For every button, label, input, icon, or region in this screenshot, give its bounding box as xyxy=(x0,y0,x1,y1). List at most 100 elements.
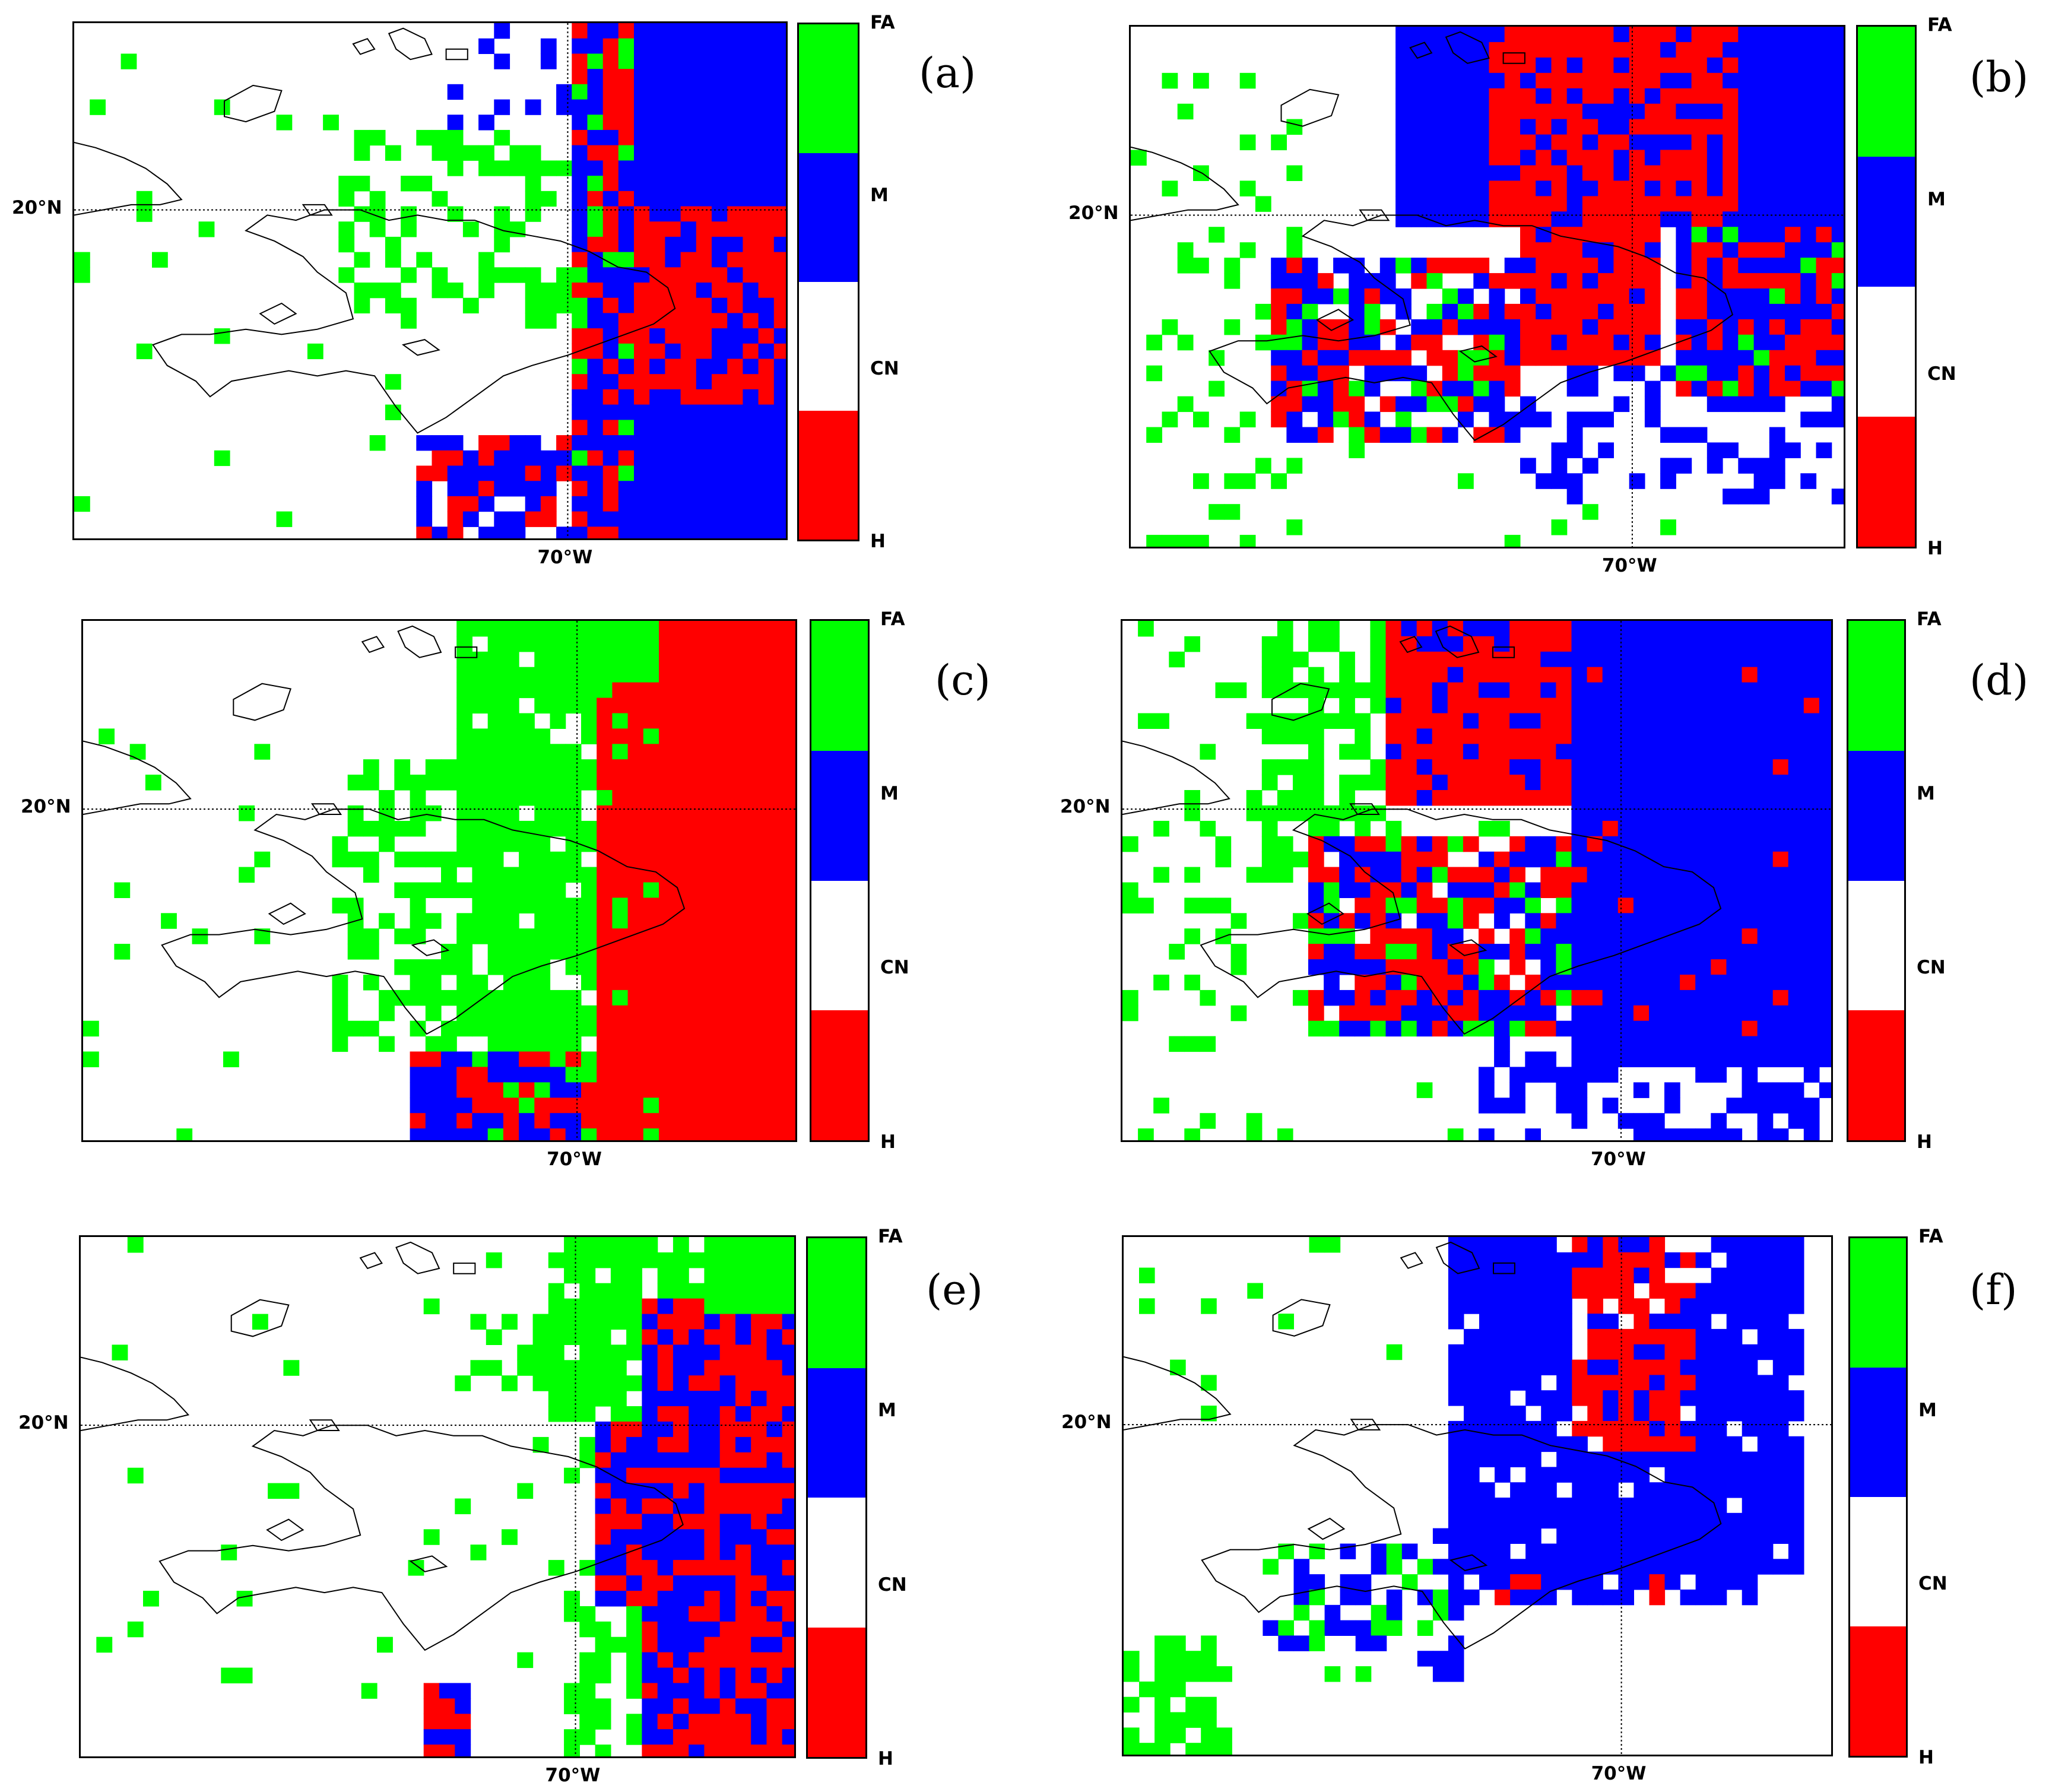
grid-cell-M xyxy=(727,267,743,283)
grid-cell-FA xyxy=(1401,975,1417,991)
grid-cell-M xyxy=(1324,944,1340,960)
grid-cell-M xyxy=(447,481,464,497)
grid-cell-M xyxy=(1479,1067,1495,1083)
grid-cell-M xyxy=(1738,27,1755,43)
grid-cell-FA xyxy=(534,1036,551,1052)
grid-cell-H xyxy=(1598,72,1614,89)
grid-cell-H xyxy=(597,1051,613,1067)
grid-cell-M xyxy=(773,496,786,512)
grid-cell-M xyxy=(1649,975,1665,991)
grid-cell-M xyxy=(766,1467,783,1484)
grid-cell-M xyxy=(1664,989,1680,1006)
grid-cell-H xyxy=(627,805,644,822)
grid-cell-FA xyxy=(1177,258,1194,274)
grid-cell-H xyxy=(743,374,759,390)
grid-cell-FA xyxy=(525,145,541,161)
grid-cell-M xyxy=(1660,473,1676,489)
grid-cell-M xyxy=(1556,1252,1572,1268)
grid-cell-M xyxy=(751,1529,767,1545)
grid-cell-FA xyxy=(1349,427,1365,443)
grid-cell-FA xyxy=(581,697,597,714)
grid-cell-M xyxy=(1742,790,1758,806)
grid-cell-M xyxy=(1364,365,1381,382)
grid-cell-M xyxy=(1302,273,1318,289)
grid-cell-FA xyxy=(627,636,644,652)
grid-cell-M xyxy=(1772,1528,1789,1544)
grid-cell-H xyxy=(1587,1344,1603,1360)
grid-cell-M xyxy=(1385,744,1402,760)
grid-cell-M xyxy=(1649,1051,1665,1067)
grid-cell-H xyxy=(1571,867,1588,883)
grid-cell-FA xyxy=(1216,1666,1232,1682)
grid-cell-H xyxy=(1504,57,1521,74)
grid-cell-M xyxy=(680,115,697,131)
island-coastline xyxy=(1448,939,1487,956)
grid-cell-M xyxy=(1613,150,1630,166)
grid-cell-M xyxy=(1556,1067,1572,1083)
grid-cell-H xyxy=(674,759,691,775)
grid-cell-M xyxy=(1349,273,1365,289)
grid-cell-FA xyxy=(441,775,457,791)
grid-cell-FA xyxy=(595,1667,611,1683)
grid-cell-M xyxy=(1551,458,1568,474)
grid-cell-H xyxy=(1416,897,1433,914)
latitude-tick-label: 20°N xyxy=(18,1412,69,1434)
grid-cell-H xyxy=(721,820,737,837)
grid-cell-M xyxy=(743,389,759,405)
island-coastline xyxy=(233,683,292,721)
grid-cell-FA xyxy=(579,1344,596,1360)
grid-cell-M xyxy=(587,374,604,390)
grid-cell-M xyxy=(649,389,665,405)
grid-cell-M xyxy=(1742,1482,1758,1498)
grid-cell-M xyxy=(704,1698,721,1714)
grid-cell-M xyxy=(1711,1589,1727,1606)
grid-cell-FA xyxy=(83,1020,99,1037)
grid-cell-FA xyxy=(565,621,582,637)
grid-cell-FA xyxy=(1201,1712,1217,1728)
grid-cell-M xyxy=(1819,621,1831,637)
hispaniola-coastline xyxy=(1200,808,1722,1035)
grid-cell-H xyxy=(643,744,659,760)
grid-cell-FA xyxy=(1286,242,1303,258)
grid-cell-M xyxy=(1738,196,1755,212)
grid-cell-H xyxy=(1723,57,1739,74)
grid-cell-H xyxy=(1385,728,1402,744)
grid-cell-H xyxy=(1691,303,1708,320)
grid-cell-H xyxy=(705,713,722,729)
island-coastline xyxy=(352,37,376,55)
grid-cell-M xyxy=(1691,103,1708,120)
grid-cell-M xyxy=(1426,196,1443,212)
grid-cell-M xyxy=(534,1128,551,1140)
grid-cell-H xyxy=(719,1698,736,1714)
grid-cell-M xyxy=(618,359,635,375)
grid-cell-M xyxy=(758,38,775,54)
grid-cell-H xyxy=(1582,88,1598,104)
grid-cell-H xyxy=(1364,350,1381,366)
grid-cell-H xyxy=(1379,319,1396,335)
grid-cell-M xyxy=(1664,651,1680,668)
grid-cell-H xyxy=(1660,88,1676,104)
grid-cell-M xyxy=(1509,1067,1525,1083)
grid-cell-FA xyxy=(502,1314,518,1330)
grid-cell-H xyxy=(634,389,650,405)
grid-cell-H xyxy=(1572,1267,1588,1283)
grid-cell-H xyxy=(737,1082,753,1098)
grid-cell-FA xyxy=(1324,1237,1341,1253)
grid-cell-H xyxy=(690,897,706,914)
grid-cell-FA xyxy=(361,1683,378,1699)
grid-cell-M xyxy=(1458,211,1474,227)
grid-cell-M xyxy=(1649,651,1665,668)
grid-cell-M xyxy=(1695,1283,1712,1299)
grid-cell-H xyxy=(432,465,448,481)
grid-cell-H xyxy=(1504,380,1521,397)
grid-cell-FA xyxy=(534,682,551,699)
grid-cell-H xyxy=(634,221,650,237)
grid-cell-M xyxy=(1271,350,1287,366)
grid-cell-H xyxy=(752,728,769,744)
grid-cell-M xyxy=(1711,1283,1727,1299)
grid-cell-M xyxy=(634,23,650,39)
grid-cell-H xyxy=(767,836,784,852)
grid-cell-M xyxy=(1726,836,1743,852)
grid-cell-M xyxy=(735,1514,751,1530)
grid-cell-FA xyxy=(597,621,613,637)
